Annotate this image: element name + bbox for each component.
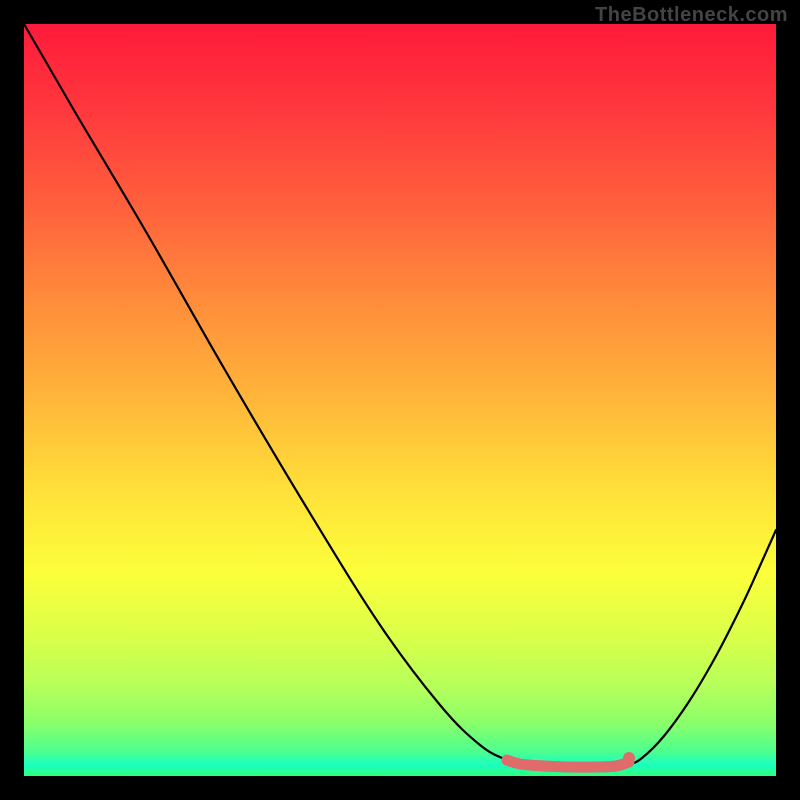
chart-frame: TheBottleneck.com — [0, 0, 800, 800]
gradient-plot-area — [24, 24, 776, 776]
watermark-text: TheBottleneck.com — [595, 4, 788, 27]
